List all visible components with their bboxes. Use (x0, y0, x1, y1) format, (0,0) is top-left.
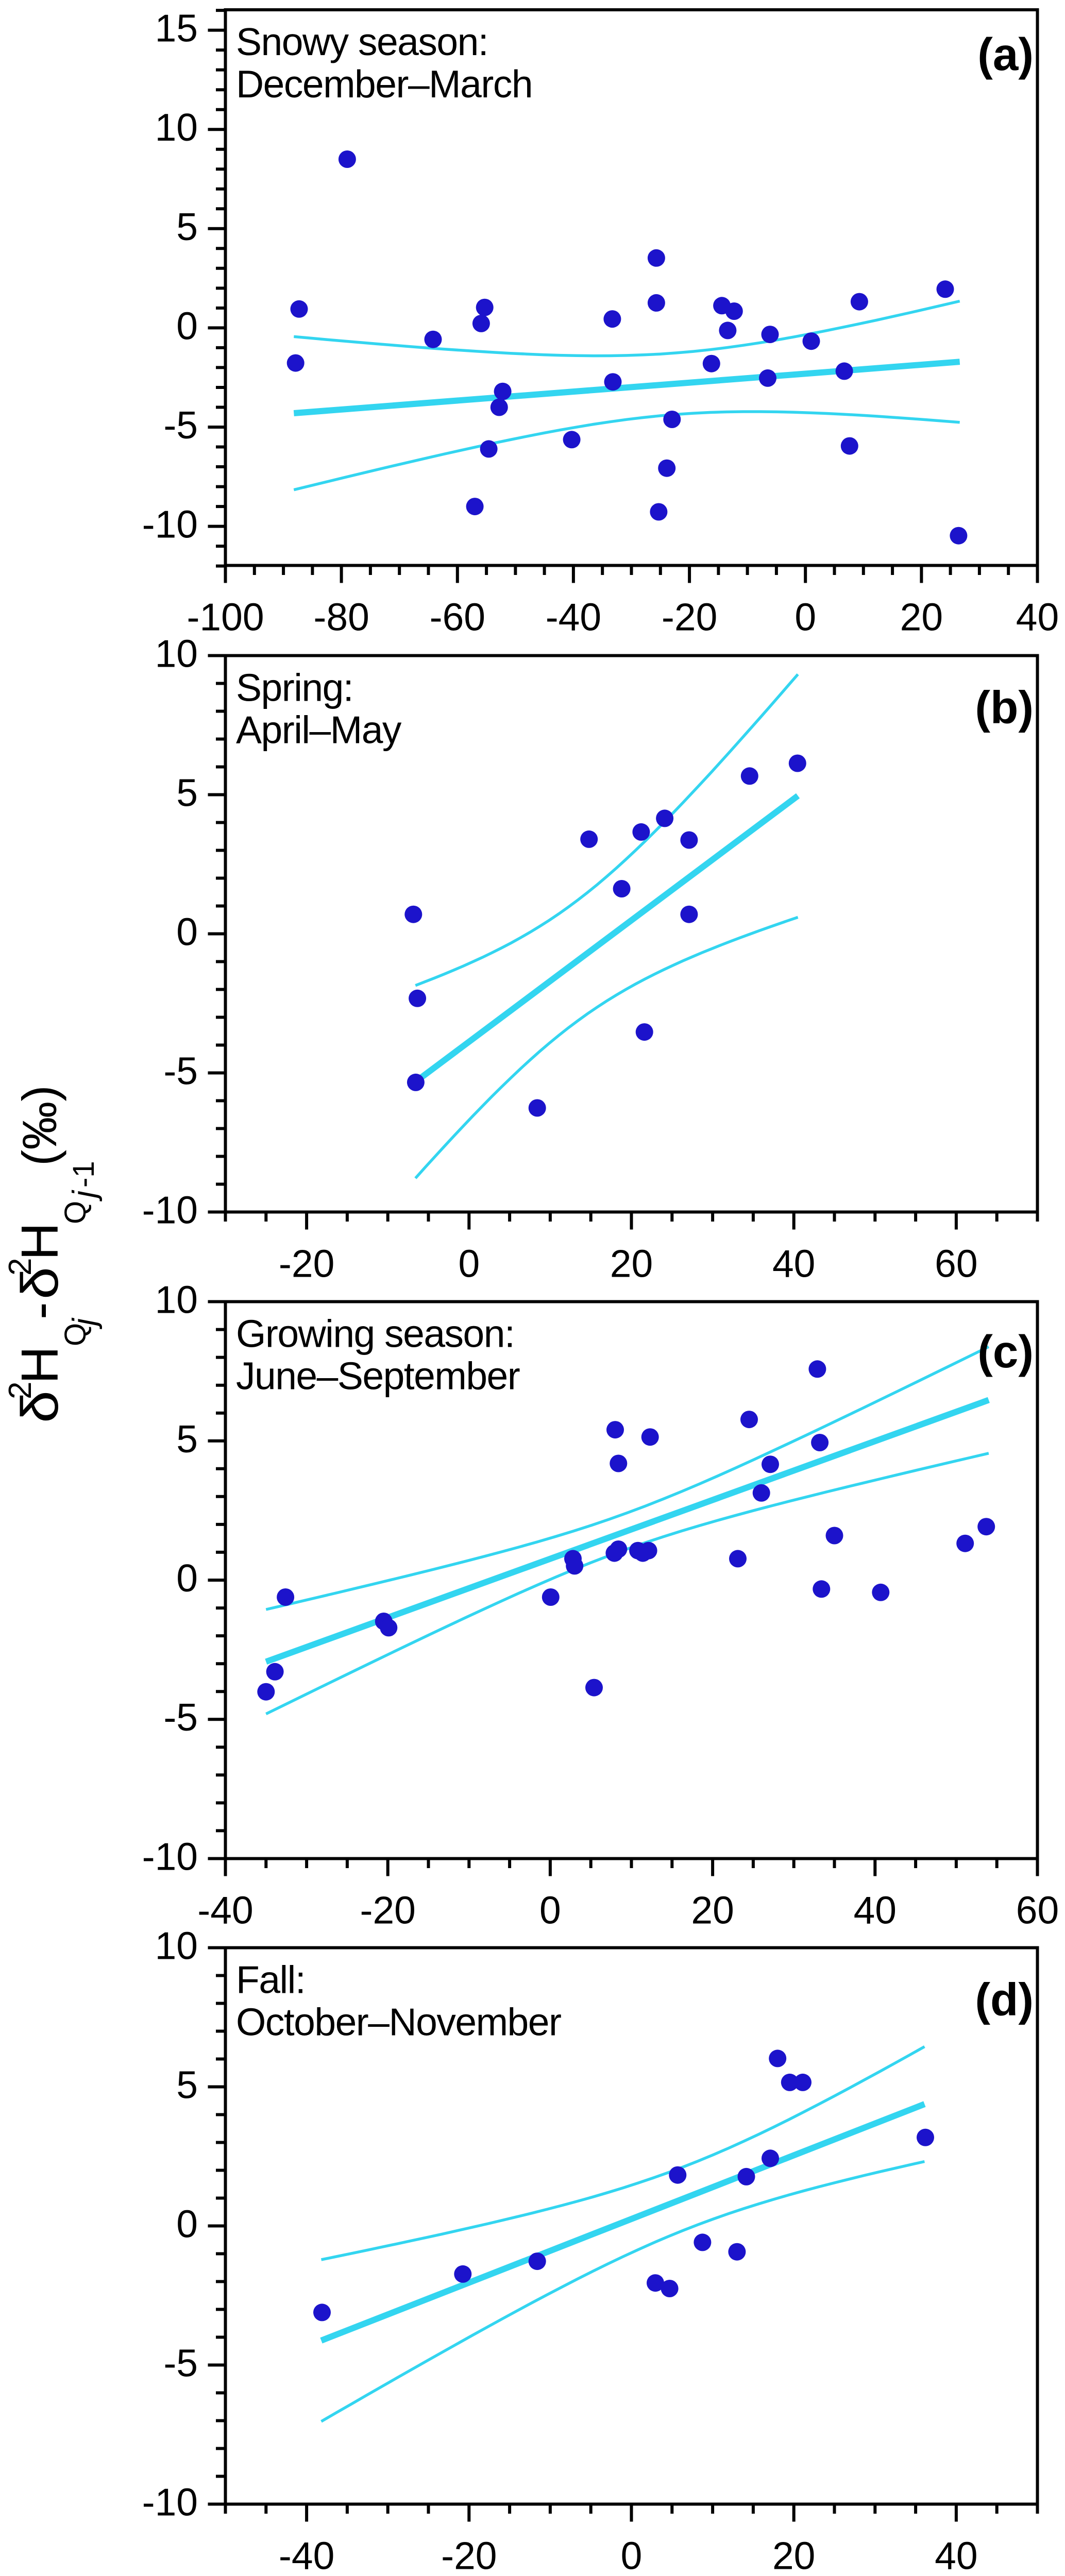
svg-text:Growing season:: Growing season: (236, 1312, 514, 1355)
svg-text:60: 60 (935, 1242, 977, 1285)
svg-text:-40: -40 (546, 596, 601, 639)
svg-text:Fall:: Fall: (236, 1958, 305, 2002)
svg-text:2: 2 (3, 1258, 38, 1276)
svg-text:0: 0 (794, 596, 816, 639)
svg-text:-80: -80 (313, 596, 369, 639)
svg-text:10: 10 (155, 632, 198, 675)
svg-text:10: 10 (155, 106, 198, 149)
svg-text:(a): (a) (977, 28, 1034, 80)
svg-text:-1: -1 (67, 1161, 100, 1188)
svg-text:Q: Q (59, 1323, 92, 1346)
svg-text:-40: -40 (279, 2534, 334, 2576)
svg-text:(b): (b) (975, 682, 1034, 733)
svg-text:Snowy season:: Snowy season: (236, 20, 488, 63)
svg-text:-20: -20 (662, 596, 717, 639)
svg-text:5: 5 (176, 205, 198, 248)
svg-text:Spring:: Spring: (236, 666, 353, 709)
svg-text:(c): (c) (977, 1326, 1034, 1377)
svg-text:H: H (11, 1223, 69, 1260)
svg-text:60: 60 (1016, 1889, 1059, 1932)
svg-text:-10: -10 (142, 2481, 198, 2524)
svg-text:0: 0 (176, 910, 198, 954)
svg-text:December–March: December–March (236, 62, 532, 106)
svg-text:40: 40 (935, 2534, 977, 2576)
svg-text:-20: -20 (360, 1889, 415, 1932)
svg-text:20: 20 (691, 1889, 734, 1932)
svg-text:0: 0 (621, 2534, 643, 2576)
svg-text:-5: -5 (163, 403, 198, 447)
svg-text:0: 0 (176, 304, 198, 347)
svg-text:-100: -100 (187, 596, 264, 639)
svg-text:-10: -10 (142, 1835, 198, 1878)
svg-text:-5: -5 (163, 1049, 198, 1093)
svg-text:(‰): (‰) (12, 1085, 66, 1166)
svg-text:Q: Q (59, 1201, 92, 1224)
svg-text:δ: δ (11, 1267, 69, 1299)
svg-text:-: - (11, 1302, 69, 1319)
svg-text:δ: δ (11, 1391, 69, 1423)
svg-text:40: 40 (1016, 596, 1059, 639)
svg-text:October–November: October–November (236, 2001, 561, 2044)
svg-text:-10: -10 (142, 503, 198, 546)
svg-text:15: 15 (155, 7, 198, 50)
svg-text:10: 10 (155, 1924, 198, 1968)
svg-text:20: 20 (772, 2534, 815, 2576)
svg-text:-40: -40 (197, 1889, 253, 1932)
svg-text:0: 0 (176, 1556, 198, 1600)
svg-text:-10: -10 (142, 1189, 198, 1232)
svg-text:10: 10 (155, 1278, 198, 1321)
svg-text:5: 5 (176, 2063, 198, 2107)
svg-text:(d): (d) (975, 1974, 1034, 2025)
svg-text:-5: -5 (163, 2342, 198, 2385)
svg-text:-5: -5 (163, 1696, 198, 1739)
svg-text:40: 40 (772, 1242, 815, 1285)
svg-text:5: 5 (176, 771, 198, 815)
svg-text:-20: -20 (279, 1242, 334, 1285)
svg-text:40: 40 (854, 1889, 897, 1932)
svg-text:June–September: June–September (236, 1354, 520, 1398)
svg-text:-20: -20 (441, 2534, 497, 2576)
svg-text:20: 20 (900, 596, 943, 639)
svg-text:April–May: April–May (236, 708, 402, 752)
svg-text:2: 2 (3, 1382, 38, 1399)
svg-text:-60: -60 (430, 596, 485, 639)
svg-text:5: 5 (176, 1417, 198, 1461)
svg-text:0: 0 (539, 1889, 561, 1932)
svg-text:H: H (11, 1346, 69, 1384)
svg-text:20: 20 (610, 1242, 653, 1285)
svg-text:0: 0 (176, 2202, 198, 2246)
svg-text:0: 0 (458, 1242, 480, 1285)
